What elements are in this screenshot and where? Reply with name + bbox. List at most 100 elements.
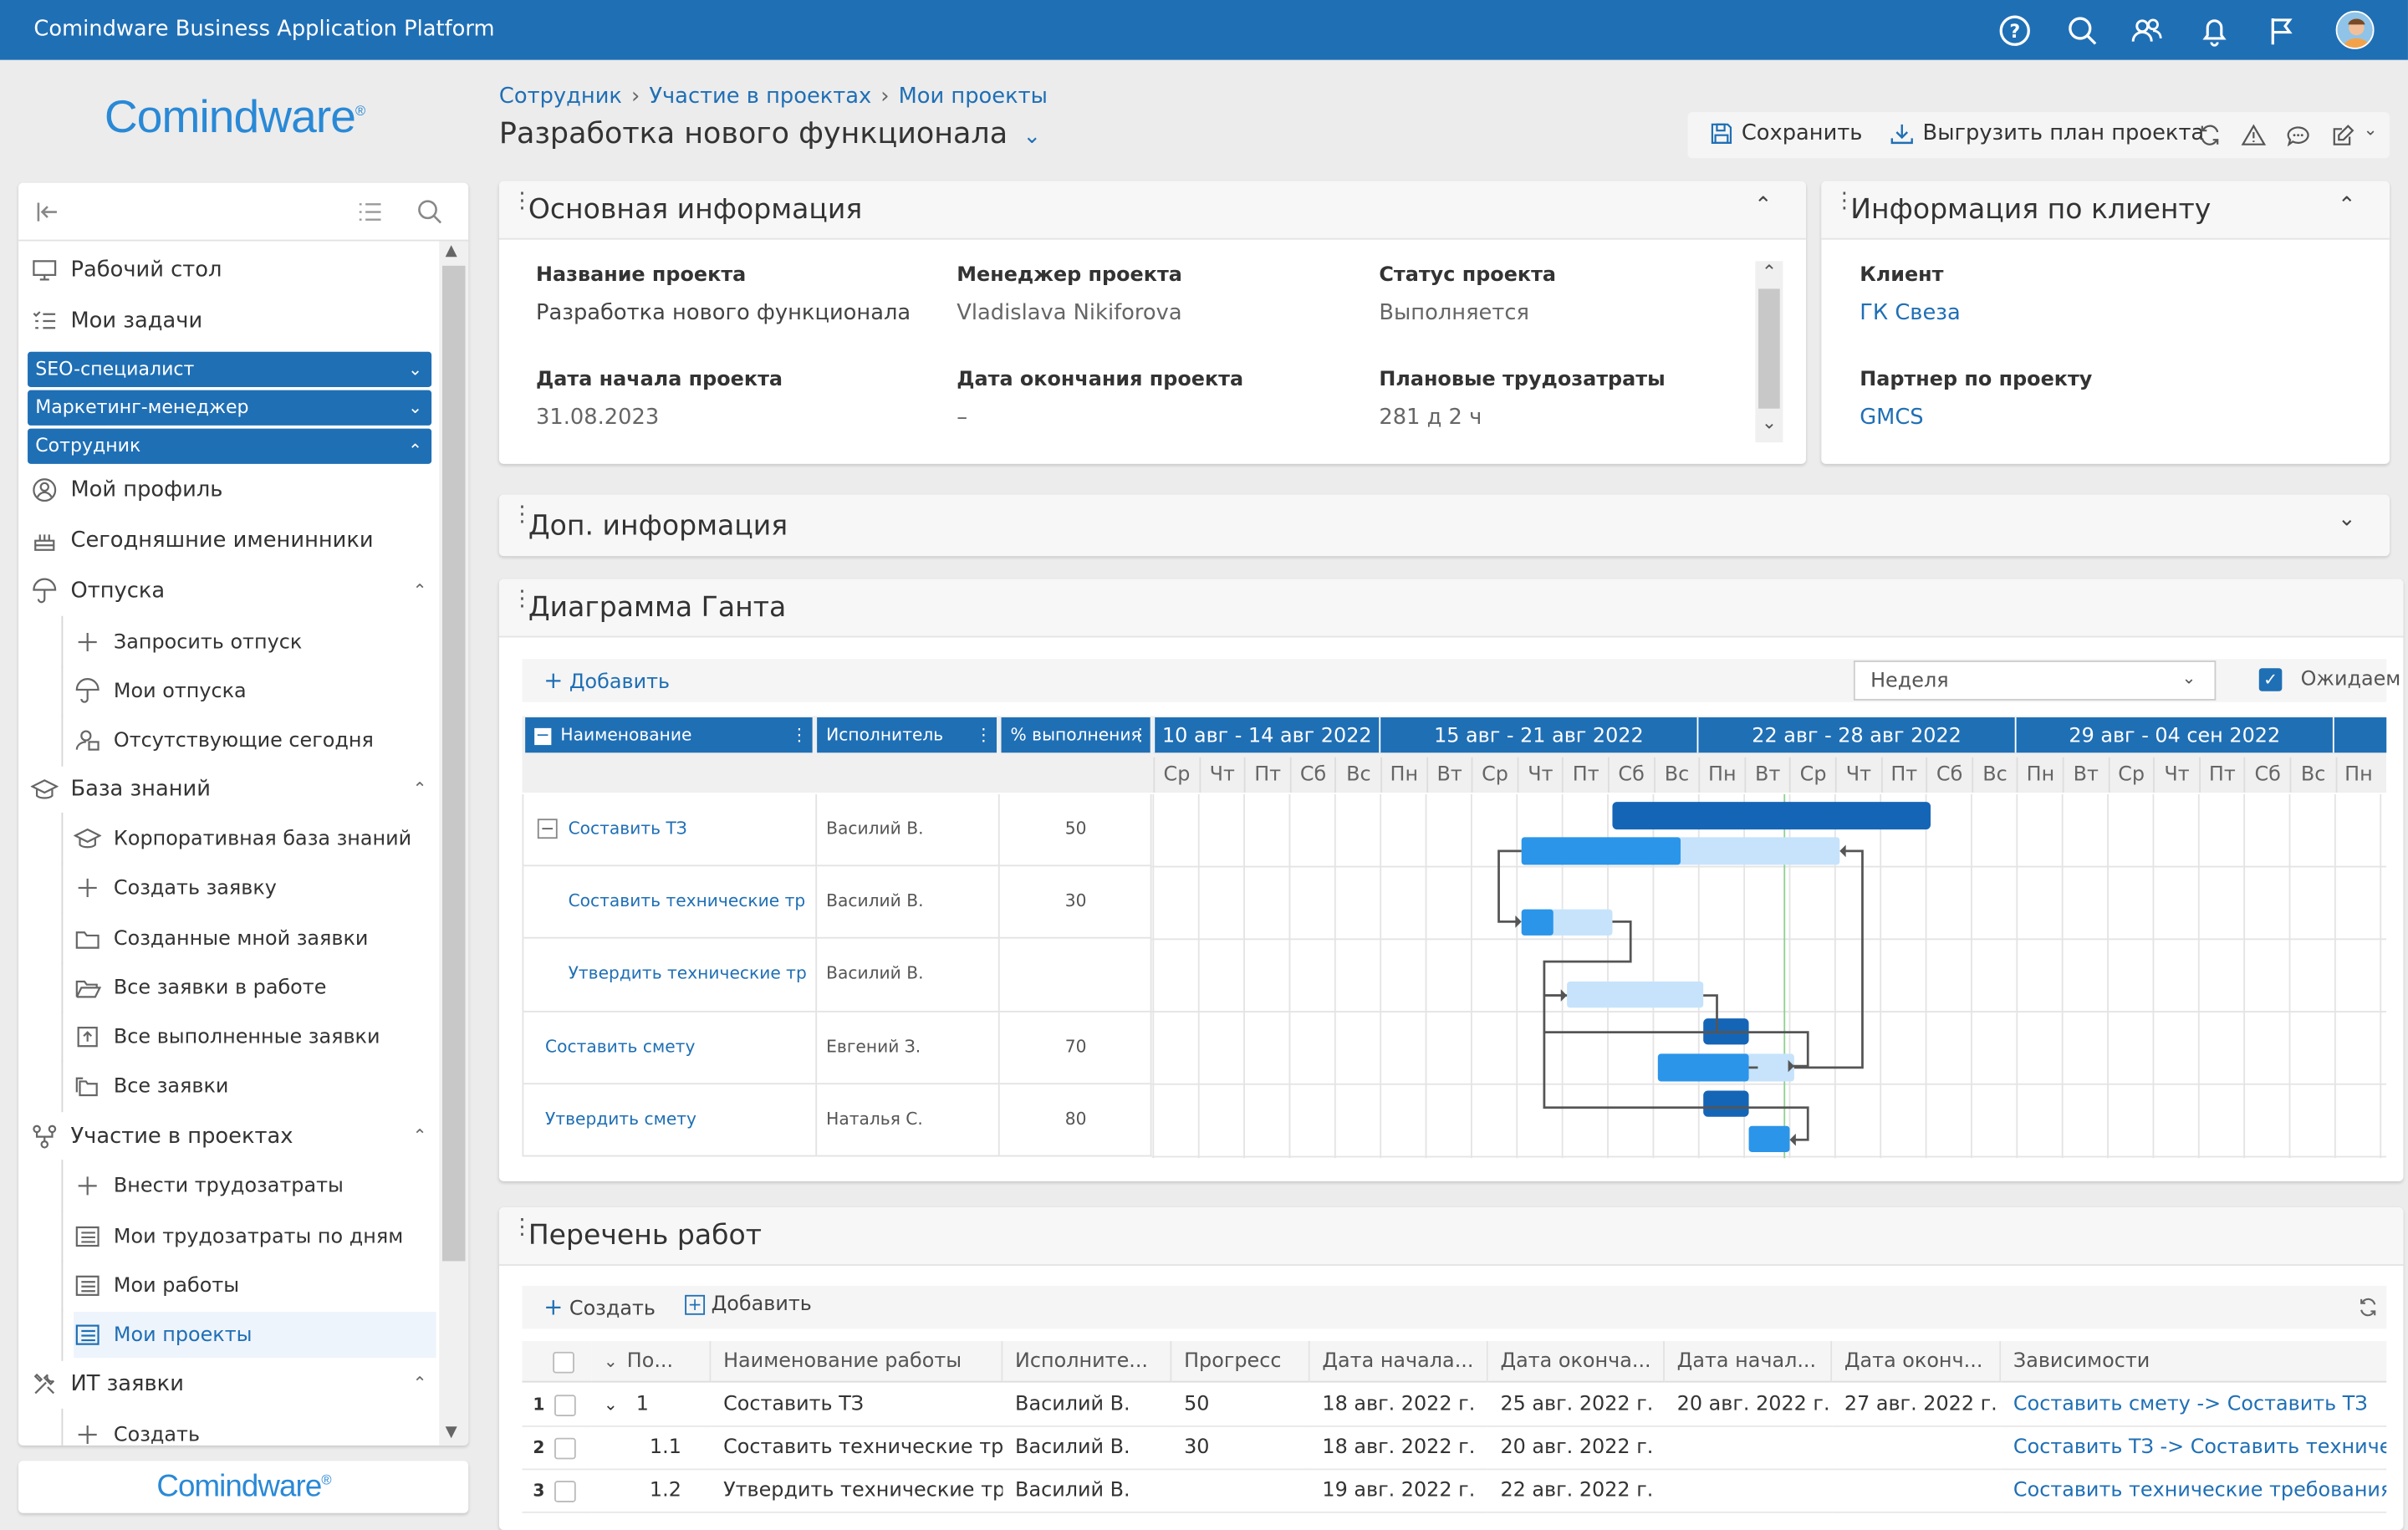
sidebar-item-my-projects[interactable]: Мои проекты [61, 1308, 436, 1361]
sidebar-item-my-works[interactable]: Мои работы [61, 1259, 436, 1313]
sidebar-item-my-profile[interactable]: Мой профиль [31, 467, 440, 513]
works-add-button[interactable]: + Добавить [685, 1293, 812, 1317]
works-cell-deps[interactable]: Составить смету -> Составить ТЗ [2001, 1384, 2387, 1427]
collapse-sidebar-icon[interactable] [33, 198, 61, 226]
manager-value[interactable]: Vladislava Nikiforova [957, 301, 1182, 326]
chevron-up-icon[interactable]: ⌃ [412, 778, 427, 799]
column-work-name-header[interactable]: Наименование работы [711, 1340, 1003, 1383]
search-icon[interactable] [2065, 14, 2099, 48]
progress-bar[interactable] [1521, 837, 1681, 865]
row-checkbox[interactable] [554, 1480, 576, 1502]
status-value[interactable]: Выполняется [1379, 301, 1529, 326]
sidebar-item-vacations[interactable]: Отпуска ⌃ [31, 569, 440, 615]
warning-icon[interactable] [2241, 123, 2267, 147]
export-plan-button[interactable]: Выгрузить план проекта [1889, 121, 2204, 146]
column-assignee-header[interactable]: Исполнитель ⋮ [817, 717, 997, 753]
select-all-checkbox[interactable] [553, 1350, 574, 1373]
sidebar-item-my-effort-days[interactable]: Мои трудозатраты по дням [61, 1210, 436, 1263]
progress-bar[interactable] [1521, 909, 1553, 936]
chevron-down-icon[interactable]: ⌄ [603, 1351, 618, 1372]
task-name-link[interactable]: Утвердить технические тре... [568, 963, 807, 984]
sidebar-item-create[interactable]: Создать [61, 1408, 436, 1446]
scrollbar-thumb[interactable] [441, 265, 466, 1262]
summary-bar[interactable] [1703, 1090, 1749, 1117]
sidebar-item-birthdays[interactable]: Сегодняшние именинники [31, 518, 440, 564]
users-icon[interactable] [2130, 14, 2164, 48]
row-checkbox[interactable] [554, 1394, 576, 1416]
sidebar-item-my-vacations[interactable]: Мои отпуска [61, 665, 436, 718]
panel-scrollbar[interactable]: ⌃ ⌄ [1755, 261, 1783, 443]
task-name-link[interactable]: Составить смету [545, 1036, 696, 1057]
column-start-header[interactable]: Дата начала... [1309, 1340, 1488, 1383]
column-end-header[interactable]: Дата оконча... [1487, 1340, 1665, 1383]
column-assignee-header[interactable]: Исполните... [1002, 1340, 1172, 1383]
task-name-link[interactable]: Составить технические тре... [568, 890, 807, 911]
column-percent-header[interactable]: % выполнения ⋮ [1001, 717, 1150, 753]
scroll-up-icon[interactable]: ▲ [445, 242, 457, 260]
chevron-up-icon[interactable]: ⌃ [1753, 193, 1773, 218]
collapse-row-icon[interactable]: − [537, 819, 558, 839]
sidebar-group-employee[interactable]: Сотрудник ⌃ [28, 428, 432, 464]
column-dependencies-header[interactable]: Зависимости [2001, 1340, 2387, 1383]
flag-icon[interactable] [2265, 14, 2298, 48]
row-checkbox[interactable] [554, 1436, 576, 1459]
planned-effort-value[interactable]: 281 д 2 ч [1379, 405, 1482, 431]
chevron-down-icon[interactable]: ⌄ [2363, 120, 2378, 140]
works-cell-chk[interactable] [549, 1427, 592, 1471]
summary-bar[interactable] [1612, 802, 1931, 830]
progress-bar[interactable] [1748, 1125, 1790, 1152]
chevron-up-icon[interactable]: ⌃ [412, 580, 427, 601]
sidebar-group-seo[interactable]: SEO-специалист ⌄ [28, 351, 432, 387]
gantt-row[interactable] [522, 1012, 1152, 1084]
chevron-up-icon[interactable]: ⌃ [412, 1373, 427, 1394]
drag-handle-icon[interactable]: ⋮ [1131, 725, 1149, 746]
gantt-scale-select[interactable]: Неделя ⌄ [1853, 660, 2217, 701]
scroll-down-icon[interactable]: ▼ [445, 1424, 457, 1441]
comment-icon[interactable] [2285, 123, 2311, 147]
column-progress-header[interactable]: Прогресс [1171, 1340, 1310, 1383]
works-create-button[interactable]: + Создать [543, 1293, 656, 1322]
sidebar-item-projects[interactable]: Участие в проектах ⌃ [31, 1114, 440, 1160]
edit-icon[interactable] [2331, 123, 2355, 147]
extra-info-header[interactable]: ⋮ Доп. информация ⌄ [498, 494, 2390, 557]
breadcrumb-item[interactable]: Мои проекты [898, 84, 1048, 110]
refresh-icon[interactable] [2197, 123, 2222, 147]
column-position-header[interactable]: ⌄ По... [591, 1340, 712, 1383]
project-name-value[interactable]: Разработка нового функционала [536, 301, 911, 326]
client-info-header[interactable]: ⋮ Информация по клиенту ⌃ [1821, 181, 2390, 240]
works-cell-deps[interactable]: Составить технические требования -> Ут [2001, 1470, 2387, 1513]
task-name-link[interactable]: Утвердить смету [545, 1109, 697, 1130]
gantt-row[interactable] [522, 866, 1152, 940]
sidebar-item-corp-kb[interactable]: Корпоративная база знаний [61, 812, 436, 865]
gantt-row[interactable] [522, 1084, 1152, 1157]
end-date-value[interactable]: – [957, 405, 968, 431]
list-view-icon[interactable] [356, 198, 384, 226]
checkbox-checked-icon[interactable]: ✓ [2258, 668, 2283, 691]
collapse-all-icon[interactable]: − [534, 724, 552, 745]
drag-handle-icon[interactable]: ⋮ [975, 725, 992, 746]
sidebar-item-all-requests[interactable]: Все заявки [61, 1059, 436, 1113]
column-end2-header[interactable]: Дата оконч... [1832, 1340, 2002, 1383]
sidebar-item-knowledge-base[interactable]: База знаний ⌃ [30, 767, 440, 813]
gantt-row[interactable] [522, 939, 1152, 1012]
sidebar-scrollbar[interactable]: ▲ ▼ [439, 241, 469, 1446]
scrollbar-thumb[interactable] [1758, 288, 1780, 409]
sidebar-item-all-done[interactable]: Все выполненные заявки [61, 1010, 436, 1063]
task-name-link[interactable]: Составить ТЗ [568, 819, 687, 839]
partner-link[interactable]: GMCS [1860, 405, 1924, 431]
sidebar-group-marketing[interactable]: Маркетинг-менеджер ⌄ [28, 390, 432, 426]
works-header[interactable]: ⋮ Перечень работ [498, 1207, 2404, 1266]
page-title[interactable]: Разработка нового функционала ⌄ [498, 116, 1042, 151]
progress-bar[interactable] [1657, 1053, 1749, 1082]
chevron-up-icon[interactable]: ⌃ [412, 1125, 427, 1146]
works-cell-chk[interactable] [549, 1470, 592, 1513]
sidebar-item-my-requests[interactable]: Созданные мной заявки [61, 912, 436, 965]
scroll-up-icon[interactable]: ⌃ [1761, 261, 1778, 283]
sidebar-search-icon[interactable] [416, 198, 444, 226]
gantt-add-button[interactable]: + Добавить [543, 666, 671, 695]
breadcrumb-item[interactable]: Участие в проектах [649, 84, 872, 110]
client-link[interactable]: ГК Свеза [1860, 301, 1961, 326]
breadcrumb-item[interactable]: Сотрудник [498, 84, 622, 110]
gantt-header[interactable]: ⋮ Диаграмма Ганта [498, 579, 2404, 638]
refresh-icon[interactable] [2357, 1297, 2379, 1318]
